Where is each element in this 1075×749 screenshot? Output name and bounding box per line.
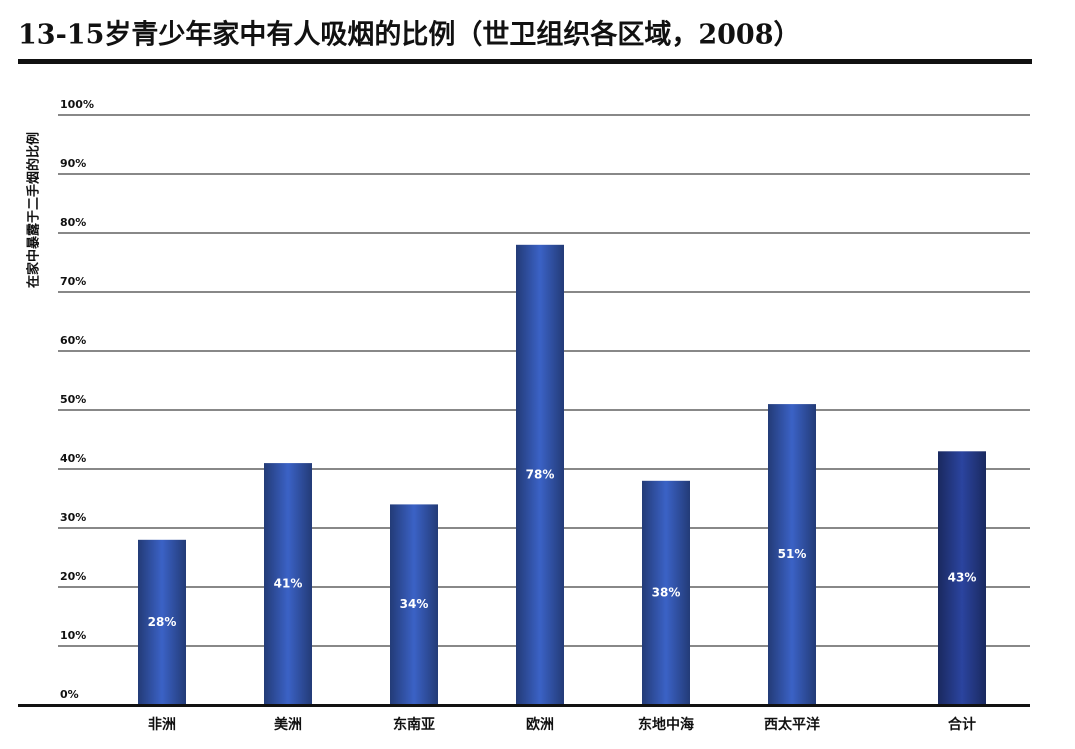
x-tick-label: 非洲 — [148, 716, 176, 733]
bar — [516, 244, 564, 706]
bar — [938, 451, 986, 705]
value-label: 51% — [778, 547, 807, 561]
y-tick-label: 70% — [60, 275, 86, 288]
y-tick-label: 80% — [60, 216, 86, 229]
x-tick-label: 西太平洋 — [764, 716, 820, 733]
y-tick-label: 0% — [60, 688, 79, 701]
bar — [138, 539, 186, 705]
y-axis-label: 在家中暴露于二手烟的比例 — [26, 132, 42, 288]
value-label: 28% — [148, 615, 177, 629]
x-tick-label: 欧洲 — [526, 716, 554, 733]
value-label: 78% — [526, 467, 555, 481]
bar — [642, 480, 690, 705]
bar — [264, 463, 312, 705]
x-axis — [18, 704, 1030, 707]
value-label: 34% — [400, 597, 429, 611]
y-tick-label: 30% — [60, 511, 86, 524]
y-tick-label: 20% — [60, 570, 86, 583]
x-tick-label: 合计 — [948, 716, 976, 733]
value-label: 41% — [274, 577, 303, 591]
value-label: 38% — [652, 585, 681, 599]
y-tick-label: 60% — [60, 334, 86, 347]
bar — [390, 504, 438, 705]
value-label: 43% — [948, 571, 977, 585]
bar — [768, 404, 816, 705]
x-tick-label: 东地中海 — [638, 716, 694, 733]
y-tick-label: 10% — [60, 629, 86, 642]
y-tick-label: 40% — [60, 452, 86, 465]
chart-title: 13-15岁青少年家中有人吸烟的比例（世卫组织各区域，2008） — [18, 19, 801, 51]
title-rule — [18, 59, 1032, 64]
y-tick-label: 100% — [60, 98, 94, 111]
y-tick-label: 50% — [60, 393, 86, 406]
x-tick-label: 东南亚 — [393, 716, 435, 733]
y-tick-label: 90% — [60, 157, 86, 170]
x-tick-label: 美洲 — [274, 716, 302, 733]
